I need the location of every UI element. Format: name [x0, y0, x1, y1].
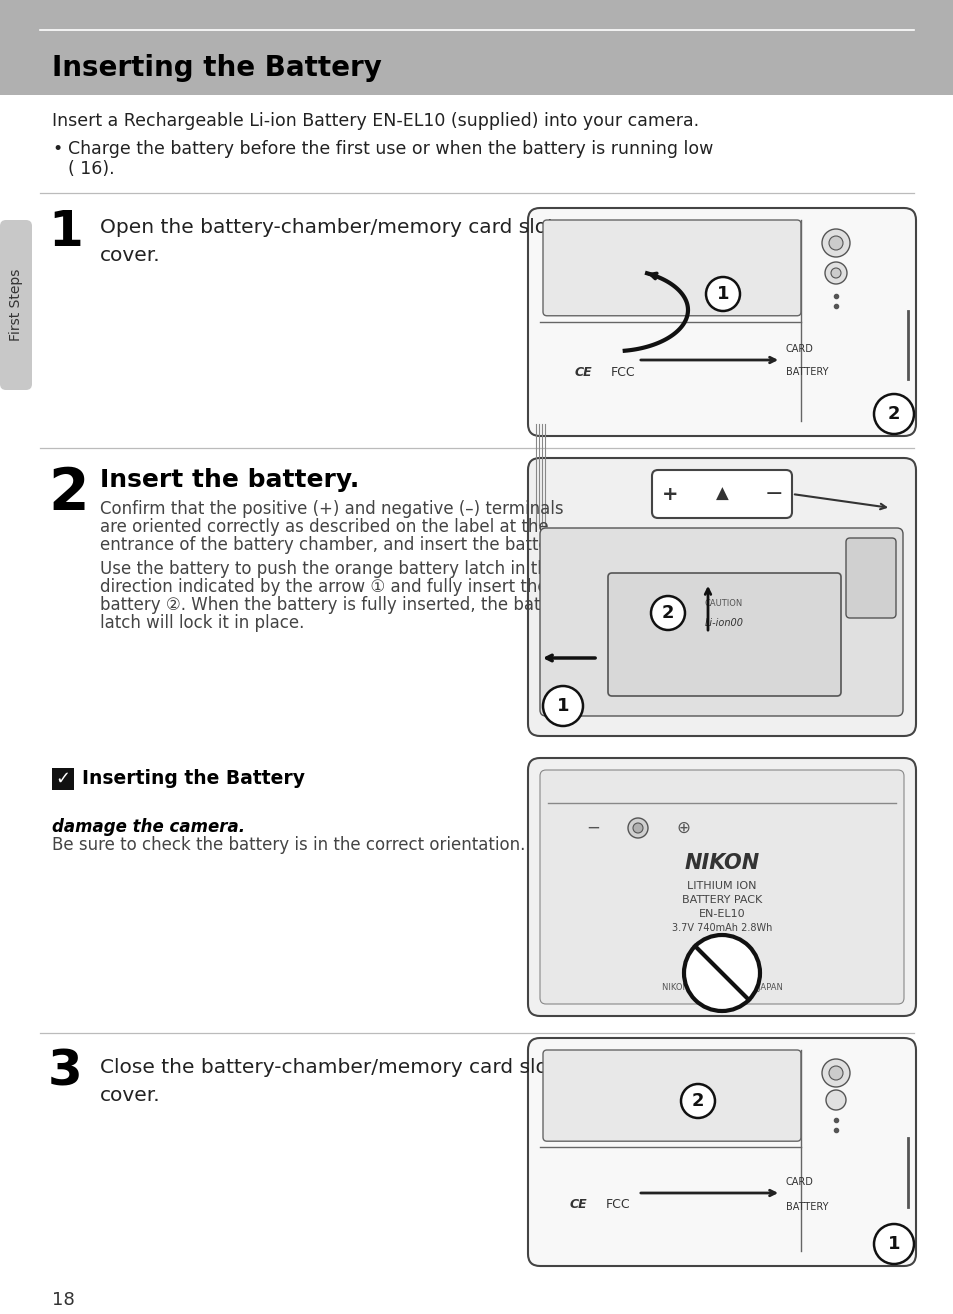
Text: FCC: FCC — [605, 1198, 630, 1212]
FancyBboxPatch shape — [539, 528, 902, 716]
Bar — [0, 0, 953, 95]
Text: ▲: ▲ — [715, 485, 727, 503]
FancyBboxPatch shape — [527, 208, 915, 436]
Text: 1: 1 — [716, 285, 728, 304]
Text: are oriented correctly as described on the label at the: are oriented correctly as described on t… — [100, 518, 548, 536]
Text: damage the camera.: damage the camera. — [52, 819, 245, 836]
Circle shape — [873, 1225, 913, 1264]
Text: 18: 18 — [52, 1290, 74, 1309]
Text: NIKON CORPORATION  JAPAN: NIKON CORPORATION JAPAN — [660, 983, 781, 992]
Text: Inserting the Battery: Inserting the Battery — [52, 54, 381, 81]
Text: 3: 3 — [48, 1049, 83, 1096]
Circle shape — [705, 277, 740, 311]
Text: 2: 2 — [661, 604, 674, 622]
Text: FCC: FCC — [610, 365, 635, 378]
Circle shape — [821, 1059, 849, 1087]
Circle shape — [627, 819, 647, 838]
FancyBboxPatch shape — [607, 573, 841, 696]
Text: ( 16).: ( 16). — [68, 160, 114, 177]
Text: First Steps: First Steps — [9, 269, 23, 342]
Text: Insert a Rechargeable Li-ion Battery EN-EL10 (supplied) into your camera.: Insert a Rechargeable Li-ion Battery EN-… — [52, 112, 699, 130]
Circle shape — [830, 268, 841, 279]
FancyBboxPatch shape — [542, 219, 801, 315]
Text: Charge the battery before the first use or when the battery is running low: Charge the battery before the first use … — [68, 141, 713, 158]
Text: 1: 1 — [48, 208, 83, 256]
Circle shape — [825, 1091, 845, 1110]
Text: Inserting the Battery: Inserting the Battery — [82, 770, 305, 788]
Text: latch will lock it in place.: latch will lock it in place. — [100, 614, 304, 632]
FancyBboxPatch shape — [0, 219, 32, 390]
Circle shape — [542, 686, 582, 727]
Text: 2: 2 — [691, 1092, 703, 1110]
Text: 3.7V 740mAh 2.8Wh: 3.7V 740mAh 2.8Wh — [671, 922, 771, 933]
Text: Use the battery to push the orange battery latch in the: Use the battery to push the orange batte… — [100, 560, 558, 578]
Text: •: • — [52, 141, 62, 158]
Text: CAUTION: CAUTION — [704, 598, 742, 607]
Text: NIKON: NIKON — [683, 853, 759, 872]
Circle shape — [824, 261, 846, 284]
Circle shape — [873, 394, 913, 434]
Text: −: − — [764, 484, 782, 505]
Circle shape — [650, 597, 684, 629]
Text: Li-ion00: Li-ion00 — [703, 618, 742, 628]
Text: BATTERY: BATTERY — [785, 1202, 827, 1212]
Circle shape — [828, 1066, 842, 1080]
Text: 2: 2 — [887, 405, 900, 423]
Text: Be sure to check the battery is in the correct orientation.: Be sure to check the battery is in the c… — [52, 836, 525, 854]
Circle shape — [821, 229, 849, 258]
FancyBboxPatch shape — [651, 470, 791, 518]
Circle shape — [680, 1084, 714, 1118]
Text: Confirm that the positive (+) and negative (–) terminals: Confirm that the positive (+) and negati… — [100, 501, 563, 518]
Text: ✓: ✓ — [55, 770, 71, 788]
FancyBboxPatch shape — [845, 537, 895, 618]
FancyBboxPatch shape — [539, 770, 903, 1004]
Text: direction indicated by the arrow ① and fully insert the: direction indicated by the arrow ① and f… — [100, 578, 547, 597]
Text: CE: CE — [569, 1198, 586, 1212]
Text: battery ②. When the battery is fully inserted, the battery: battery ②. When the battery is fully ins… — [100, 597, 574, 614]
Text: 1: 1 — [557, 696, 569, 715]
Circle shape — [633, 823, 642, 833]
Text: BATTERY PACK: BATTERY PACK — [681, 895, 761, 905]
Text: EN-EL10: EN-EL10 — [698, 909, 744, 918]
FancyBboxPatch shape — [542, 1050, 801, 1141]
Text: 2: 2 — [48, 465, 89, 522]
Text: ⊕: ⊕ — [676, 819, 689, 837]
Text: Close the battery-chamber/memory card slot
cover.: Close the battery-chamber/memory card sl… — [100, 1058, 556, 1105]
Text: entrance of the battery chamber, and insert the battery.: entrance of the battery chamber, and ins… — [100, 536, 568, 555]
Text: CARD: CARD — [785, 1176, 813, 1187]
FancyBboxPatch shape — [527, 459, 915, 736]
FancyBboxPatch shape — [527, 1038, 915, 1265]
FancyBboxPatch shape — [527, 758, 915, 1016]
Circle shape — [828, 237, 842, 250]
Text: CARD: CARD — [785, 344, 813, 355]
Text: −: − — [585, 819, 599, 837]
Text: BATTERY: BATTERY — [785, 367, 827, 377]
Bar — [52, 767, 74, 790]
Text: Open the battery-chamber/memory card slot
cover.: Open the battery-chamber/memory card slo… — [100, 218, 555, 265]
Text: Insert the battery.: Insert the battery. — [100, 468, 359, 491]
Text: LITHIUM ION: LITHIUM ION — [686, 880, 756, 891]
Text: 1: 1 — [887, 1235, 900, 1254]
Text: CE: CE — [574, 365, 591, 378]
Text: +: + — [661, 485, 678, 503]
Circle shape — [683, 936, 760, 1010]
